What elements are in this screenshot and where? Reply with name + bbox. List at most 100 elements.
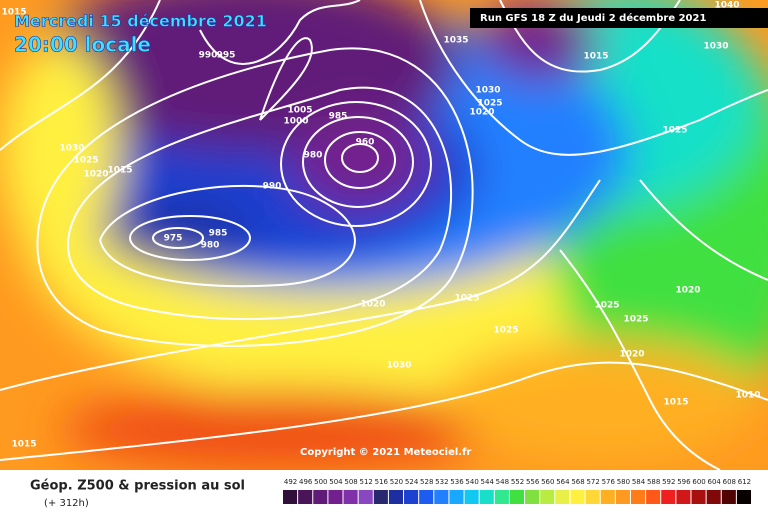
isobar-label: 1020 (675, 286, 700, 296)
legend-label: 576 (602, 478, 616, 486)
isobar-label: 1025 (594, 301, 619, 311)
legend-swatch (434, 490, 449, 504)
legend-label: 520 (390, 478, 403, 486)
legend-swatch (706, 490, 721, 504)
geopotential-shading (0, 0, 768, 470)
isobar-label: 1040 (714, 1, 739, 11)
legend-swatch (298, 490, 313, 504)
legend-label: 504 (329, 478, 343, 486)
legend-swatch (525, 490, 540, 504)
color-legend: 492 496 500 504 508 512 516 520 524 528 532 536 540 5… (283, 478, 751, 504)
footer-title: Géop. Z500 & pression au sol (30, 479, 245, 494)
isobar-label: 1020 (469, 108, 494, 118)
legend-swatch (464, 490, 479, 504)
isobar-label: 990 (199, 51, 218, 61)
isobar (302, 116, 414, 208)
isobar-label: 960 (356, 138, 375, 148)
isobar-label: 1015 (11, 440, 36, 450)
isobar-label: 980 (201, 241, 220, 251)
legend-swatch (585, 490, 600, 504)
isobar-label: 1025 (662, 126, 687, 136)
legend-swatch (646, 490, 661, 504)
isobar-label: 1025 (493, 326, 518, 336)
isobar-label: 985 (209, 229, 228, 239)
isobar-label: 1025 (454, 294, 479, 304)
legend-swatch (479, 490, 494, 504)
legend-swatch (313, 490, 328, 504)
legend-label: 512 (360, 478, 373, 486)
legend-label: 528 (420, 478, 433, 486)
legend-label: 580 (617, 478, 630, 486)
isobar (559, 249, 721, 470)
isobar (419, 0, 768, 156)
legend-swatch (449, 490, 464, 504)
isobar-label: 1000 (283, 117, 308, 127)
legend-swatch (343, 490, 358, 504)
footer-lead: (+ 312h) (44, 498, 89, 509)
legend-label: 588 (647, 478, 660, 486)
isobar-label: 1020 (83, 170, 108, 180)
forecast-date: Mercredi 15 décembre 2021 (14, 12, 267, 31)
legend-swatch (555, 490, 570, 504)
legend-swatch (736, 490, 751, 504)
legend-swatch (676, 490, 691, 504)
legend-label: 604 (707, 478, 721, 486)
legend-swatch (404, 490, 419, 504)
isobar-label: 980 (304, 151, 323, 161)
isobar (639, 179, 768, 281)
legend-label: 500 (314, 478, 327, 486)
legend-label: 556 (526, 478, 540, 486)
legend-label: 596 (677, 478, 691, 486)
legend-label: 492 (284, 478, 297, 486)
legend-swatch (509, 490, 525, 504)
legend-label: 564 (556, 478, 570, 486)
isobar-label: 1005 (287, 106, 312, 116)
legend-label: 568 (571, 478, 584, 486)
isobar-label: 1015 (1, 8, 26, 18)
legend-swatch (540, 490, 555, 504)
isobar-label: 995 (217, 51, 236, 61)
isobar-label: 1025 (623, 315, 648, 325)
legend-swatch (570, 490, 585, 504)
legend-swatch (600, 490, 615, 504)
legend-swatch (358, 490, 373, 504)
legend-label: 524 (405, 478, 419, 486)
legend-swatch (419, 490, 434, 504)
legend-label: 560 (541, 478, 554, 486)
legend-label: 592 (662, 478, 675, 486)
isobar (199, 0, 361, 65)
legend-swatch (373, 490, 388, 504)
map: 1015103510301025102010151030104010259609… (0, 0, 768, 470)
legend-label: 608 (723, 478, 736, 486)
legend-label: 548 (496, 478, 509, 486)
forecast-time: 20:00 locale (14, 33, 151, 57)
legend-swatch (630, 490, 646, 504)
legend-label: 544 (481, 478, 495, 486)
isobar-label: 1030 (386, 361, 411, 371)
legend-label: 496 (299, 478, 313, 486)
isobar-label: 1015 (107, 166, 132, 176)
legend-label: 572 (586, 478, 599, 486)
run-info: Run GFS 18 Z du Jeudi 2 décembre 2021 (480, 12, 706, 24)
legend-label: 552 (511, 478, 524, 486)
legend-label: 584 (632, 478, 646, 486)
run-box (470, 8, 768, 28)
isobar (341, 143, 379, 173)
isobar-label: 1030 (703, 42, 728, 52)
legend-label: 600 (692, 478, 705, 486)
isobar (0, 361, 768, 461)
legend-label: 508 (344, 478, 357, 486)
isobars (0, 0, 768, 470)
isobar-label: 1020 (360, 300, 385, 310)
isobar-label: 1025 (73, 156, 98, 166)
legend-label: 516 (375, 478, 389, 486)
isobar (259, 37, 313, 121)
legend-label: 536 (450, 478, 464, 486)
isobar (129, 215, 251, 261)
isobar-label: 1020 (619, 350, 644, 360)
legend-swatch (721, 490, 736, 504)
isobar (67, 86, 453, 321)
isobar (324, 131, 396, 189)
isobar (99, 184, 356, 288)
